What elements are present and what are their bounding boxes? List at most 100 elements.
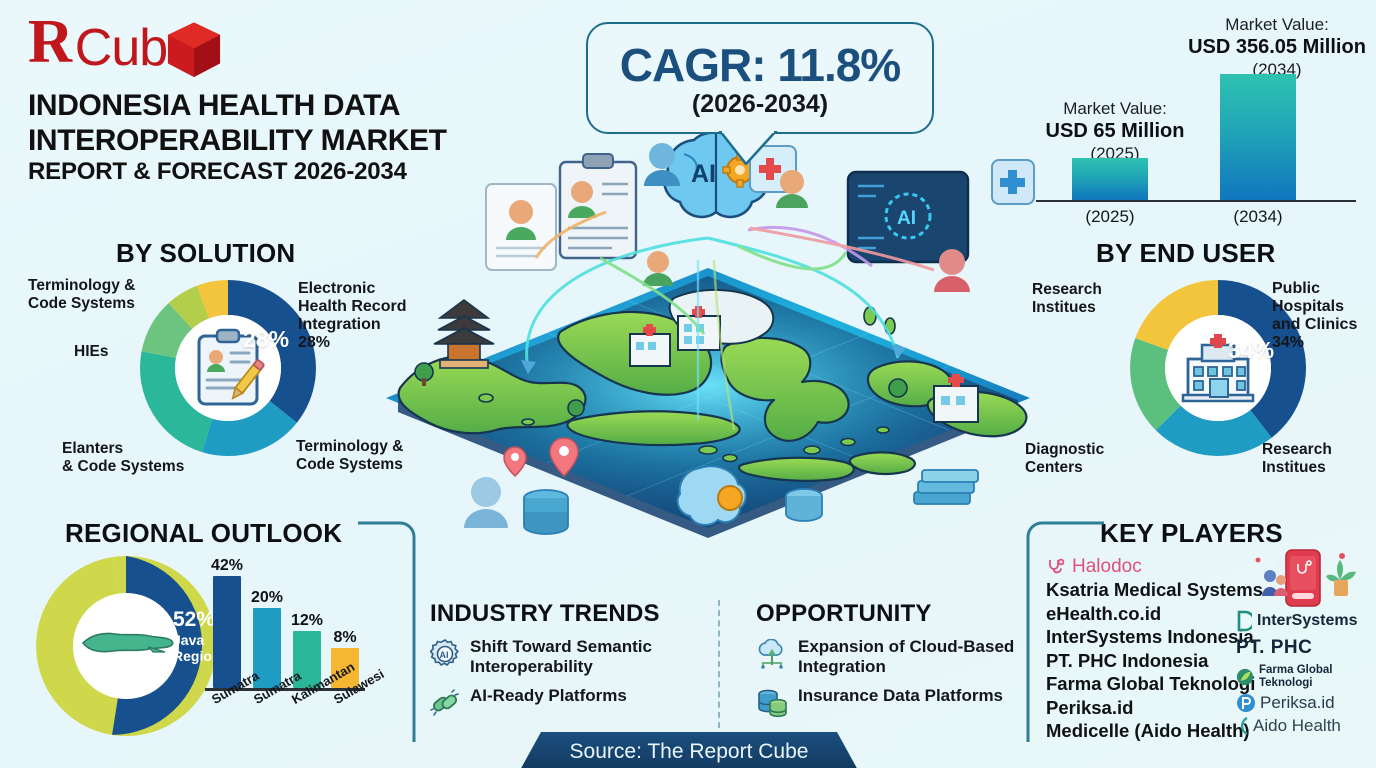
by-solution-label-terminology-top: Terminology & Code Systems bbox=[28, 277, 136, 312]
by-solution-center-icon bbox=[175, 315, 281, 421]
regional-donut bbox=[33, 553, 219, 739]
industry-trends-heading: INDUSTRY TRENDS bbox=[430, 600, 660, 627]
key-players-list: Halodoc Ksatria Medical Systems eHealth.… bbox=[1046, 556, 1276, 743]
regional-bracket bbox=[358, 521, 416, 742]
pt-phc-logo-text: PT. PHC bbox=[1236, 637, 1313, 658]
by-end-user-label-research-top: Research Institues bbox=[1032, 281, 1102, 316]
key-players-bracket bbox=[1026, 521, 1104, 742]
key-player-5: Farma Global Teknologi bbox=[1046, 673, 1256, 694]
intersystems-mark-icon bbox=[1237, 610, 1252, 632]
key-player-3: InterSystems Indonesia bbox=[1046, 626, 1254, 647]
aido-arc-icon bbox=[1240, 716, 1248, 736]
by-end-user-heading: BY END USER bbox=[1096, 238, 1276, 268]
key-player-1: Ksatria Medical Systems bbox=[1046, 579, 1263, 600]
farma-global-logo: Farma Global Teknologi bbox=[1236, 664, 1376, 689]
ehr-line3: Integration bbox=[298, 316, 381, 333]
industry-trend-text-0: Shift Toward Semantic Interoperability bbox=[470, 637, 652, 676]
mv-2025-line1: Market Value: bbox=[1063, 99, 1167, 118]
periksa-id-logo-text: Periksa.id bbox=[1260, 693, 1335, 712]
key-player-7: Medicelle (Aido Health) bbox=[1046, 720, 1250, 741]
by-end-user-label-diagnostic: Diagnostic Centers bbox=[1025, 441, 1105, 476]
regional-bar-3 bbox=[331, 648, 359, 688]
ehr-percent: 28% bbox=[298, 334, 331, 351]
farma-global-logo-text: Farma Global Teknologi bbox=[1258, 664, 1333, 689]
regional-bar-2 bbox=[293, 631, 321, 688]
industry-trend-text-1: AI-Ready Platforms bbox=[470, 686, 627, 705]
regional-value-0: 42% bbox=[210, 557, 244, 574]
halodoc-phone-logo bbox=[1236, 546, 1376, 608]
key-player-6: Periksa.id bbox=[1046, 696, 1134, 718]
database-stack-icon bbox=[758, 689, 787, 718]
regional-bar-0 bbox=[213, 576, 241, 688]
aido-health-logo-text: Aido Health bbox=[1253, 716, 1341, 735]
by-end-user-label-research-bottom: Research Institues bbox=[1262, 441, 1332, 476]
page-title-line1: INDONESIA HEALTH DATA bbox=[28, 89, 401, 122]
regional-bar-1 bbox=[253, 608, 281, 688]
ph-line1: Public bbox=[1272, 280, 1321, 297]
by-solution-label-terminology-bottom: Terminology & Code Systems bbox=[296, 438, 404, 473]
ehr-line1: Electronic bbox=[298, 280, 376, 297]
key-players-heading: KEY PLAYERS bbox=[1100, 518, 1283, 548]
opportunity-text-1: Insurance Data Platforms bbox=[798, 686, 1004, 705]
logo: Я Cube bbox=[28, 8, 548, 86]
cloud-upload-icon bbox=[758, 639, 783, 669]
red-cube-icon bbox=[167, 22, 221, 78]
ehr-line2: Health Record bbox=[298, 298, 407, 315]
periksa-p-icon bbox=[1237, 694, 1255, 712]
pt-phc-logo: PT. PHC bbox=[1236, 637, 1376, 659]
opportunity-item-1: Insurance Data Platforms bbox=[756, 686, 1016, 718]
cagr-callout: CAGR: 11.8% (2026-2034) bbox=[586, 22, 934, 134]
by-solution-label-elanters: Elanters & Code Systems bbox=[62, 440, 185, 475]
farma-leaf-icon bbox=[1236, 668, 1254, 685]
regional-donut-pct: 52% bbox=[173, 608, 216, 631]
market-value-label-2034: Market Value: USD 356.05 Million (2034) bbox=[1172, 14, 1376, 81]
key-player-0-label: Halodoc bbox=[1072, 556, 1142, 577]
mv-2025-line2: USD 65 Million bbox=[1045, 120, 1185, 142]
market-tick-2034: (2034) bbox=[1233, 207, 1283, 226]
market-tick-2025: (2025) bbox=[1085, 207, 1135, 226]
mv-2034-line1: Market Value: bbox=[1225, 15, 1329, 34]
regional-outlook-heading: REGIONAL OUTLOOK bbox=[65, 518, 343, 548]
indonesia-map-illustration: AI bbox=[378, 120, 1038, 540]
source-text: Source: The Report Cube bbox=[569, 740, 809, 763]
key-player-halodoc: Halodoc bbox=[1046, 556, 1276, 578]
cagr-callout-tail bbox=[718, 131, 778, 165]
ai-gear-icon: AI bbox=[430, 639, 459, 667]
by-end-user-percent-callout: 34% bbox=[1228, 337, 1275, 363]
svg-text:AI: AI bbox=[897, 208, 916, 229]
ph-line3: and Clinics bbox=[1272, 316, 1358, 333]
by-end-user-label-public-hospitals: Public Hospitals and Clinics 34% bbox=[1272, 280, 1376, 352]
cagr-value: CAGR: 11.8% bbox=[619, 38, 901, 91]
aido-health-logo: Aido Health bbox=[1236, 716, 1376, 736]
stethoscope-icon bbox=[1049, 558, 1065, 574]
key-player-4: PT. PHC Indonesia bbox=[1046, 649, 1209, 671]
opportunity-block: OPPORTUNITY Expansion of Cloud-Based Int… bbox=[756, 600, 1016, 718]
opportunity-heading: OPPORTUNITY bbox=[756, 600, 932, 627]
regional-donut-sub2: Region bbox=[173, 648, 221, 664]
brand-header: Я Cube INDONESIA HEALTH DATA INTEROPERAB… bbox=[28, 8, 548, 187]
market-chart-axis bbox=[1036, 200, 1356, 202]
by-solution-heading: BY SOLUTION bbox=[116, 238, 296, 268]
regional-value-3: 8% bbox=[333, 629, 357, 646]
opportunity-text-0: Expansion of Cloud-Based Integration bbox=[798, 637, 1015, 676]
trends-opportunity-divider bbox=[718, 600, 720, 728]
regional-value-1: 20% bbox=[250, 589, 284, 606]
by-solution-donut bbox=[138, 278, 318, 458]
regional-value-2: 12% bbox=[290, 612, 324, 629]
regional-chart-axis bbox=[205, 688, 365, 691]
market-value-label-2025: Market Value: USD 65 Million (2025) bbox=[1020, 98, 1210, 165]
key-players-logos: InterSystems PT. PHC Farma Global Teknol… bbox=[1236, 546, 1376, 736]
intersystems-logo-text: InterSystems bbox=[1257, 612, 1358, 629]
regional-donut-callout: 52% Java Region bbox=[173, 608, 243, 664]
by-solution-label-ehr: Electronic Health Record Integration 28% bbox=[298, 280, 414, 352]
periksa-id-logo: Periksa.id bbox=[1236, 693, 1376, 713]
market-value-chart: Market Value: USD 65 Million (2025) Mark… bbox=[1030, 14, 1366, 226]
by-solution-label-hies: HIEs bbox=[74, 343, 109, 360]
logo-r-glyph: Я bbox=[28, 8, 73, 76]
industry-trends-block: INDUSTRY TRENDS AI Shift Toward Semantic… bbox=[430, 600, 710, 718]
industry-trend-item-1: AI-Ready Platforms bbox=[430, 686, 710, 718]
mv-2034-line2: USD 356.05 Million bbox=[1188, 36, 1366, 58]
market-bar-2034 bbox=[1220, 74, 1296, 200]
industry-trend-item-0: AI Shift Toward Semantic Interoperabilit… bbox=[430, 637, 710, 677]
